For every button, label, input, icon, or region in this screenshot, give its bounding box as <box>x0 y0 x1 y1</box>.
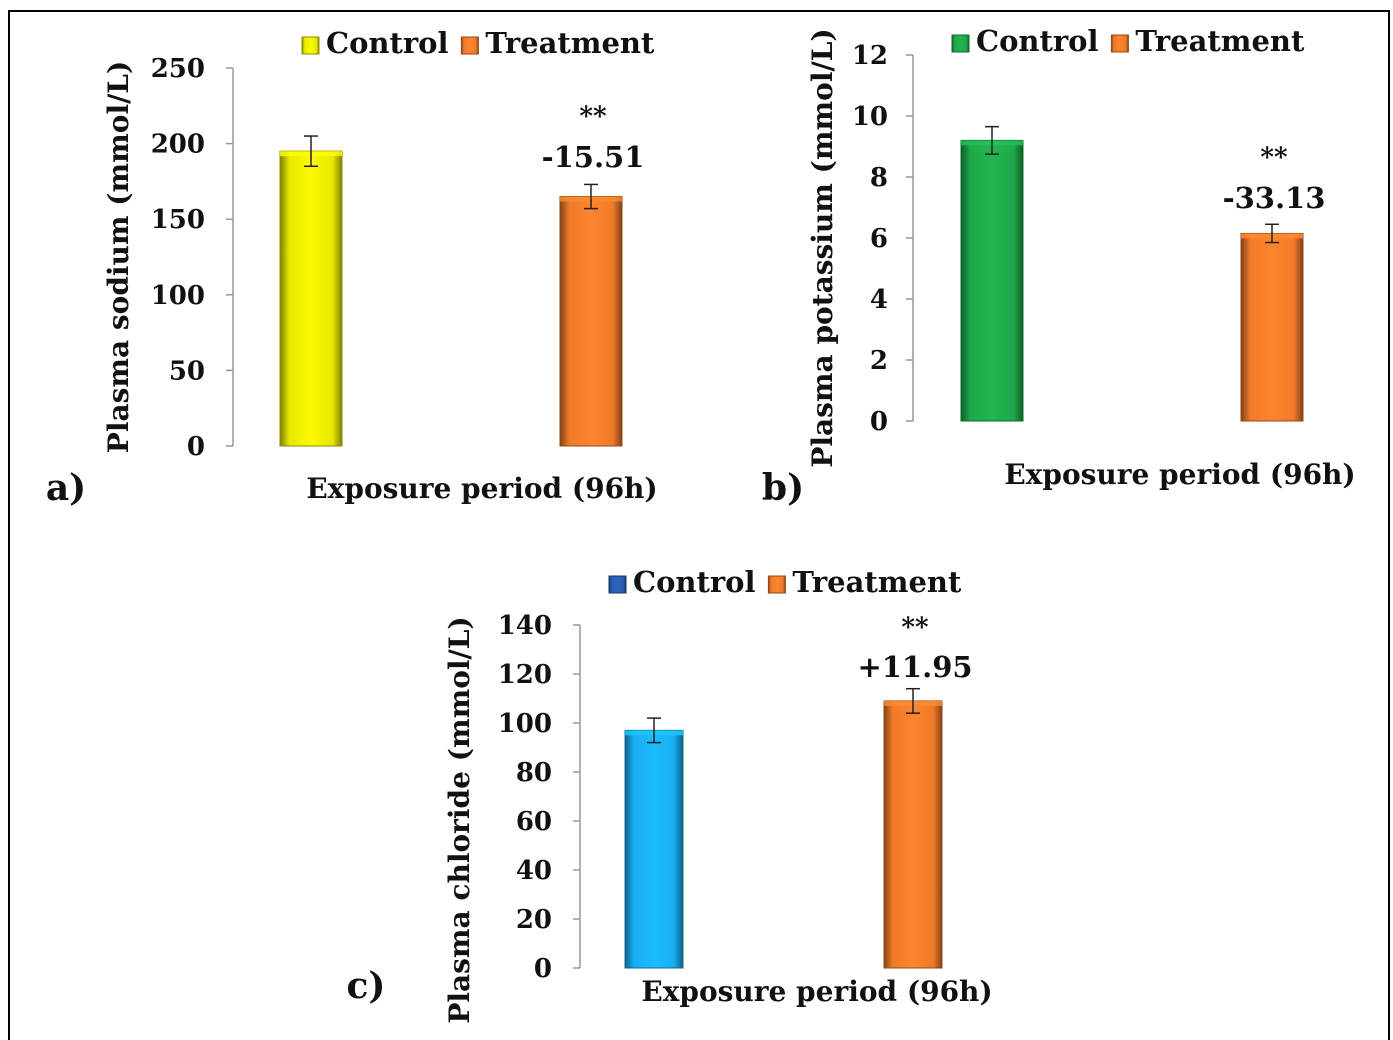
percent-change-label: -33.13 <box>1223 181 1326 215</box>
y-tick-label: 6 <box>870 224 888 254</box>
significance-stars: ** <box>579 102 607 132</box>
y-tick-label: 20 <box>516 905 552 935</box>
percent-change-label: -15.51 <box>542 140 645 174</box>
legend-swatch-treatment <box>460 36 479 55</box>
bar-control <box>960 139 1024 422</box>
legend-label-control: Control <box>633 565 756 599</box>
y-tick-label: 0 <box>870 407 888 437</box>
legend-label-control: Control <box>976 24 1099 58</box>
y-tick-label: 40 <box>516 856 552 886</box>
y-tick-label: 250 <box>151 54 205 84</box>
panel-label: c) <box>347 965 386 1007</box>
percent-change-label: +11.95 <box>857 650 972 684</box>
bar-control <box>624 729 684 969</box>
x-axis-title: Exposure period (96h) <box>306 472 657 505</box>
bar-treatment <box>1240 232 1304 422</box>
y-tick-label: 100 <box>151 281 205 311</box>
y-tick-label: 0 <box>534 954 552 984</box>
legend-swatch-control <box>951 34 970 53</box>
y-tick-label: 60 <box>516 807 552 837</box>
y-tick-label: 2 <box>870 346 888 376</box>
legend-swatch-control <box>608 575 627 594</box>
y-tick-label: 0 <box>187 432 205 462</box>
y-tick-label: 140 <box>498 611 552 641</box>
y-axis-title: Plasma chloride (mmol/L) <box>443 616 476 1023</box>
bar-treatment <box>883 700 943 969</box>
legend-label-treatment: Treatment <box>485 26 655 60</box>
panel-label: b) <box>762 467 804 509</box>
legend-label-treatment: Treatment <box>1135 24 1305 58</box>
y-tick-label: 200 <box>151 130 205 160</box>
x-axis-title: Exposure period (96h) <box>1004 458 1355 491</box>
figure-frame <box>8 10 1390 1040</box>
y-tick-label: 10 <box>852 102 888 132</box>
bar-treatment <box>559 196 623 447</box>
y-tick-label: 120 <box>498 660 552 690</box>
legend-label-treatment: Treatment <box>792 565 962 599</box>
x-axis-title: Exposure period (96h) <box>641 975 992 1008</box>
significance-stars: ** <box>901 613 929 643</box>
y-axis-title: Plasma potassium (mmol/L) <box>806 28 839 467</box>
bar-control <box>279 150 343 447</box>
y-tick-label: 50 <box>169 356 205 386</box>
y-tick-label: 12 <box>852 41 888 71</box>
y-tick-label: 80 <box>516 758 552 788</box>
legend-label-control: Control <box>326 26 449 60</box>
y-tick-label: 150 <box>151 205 205 235</box>
y-axis-title: Plasma sodium (mmol/L) <box>102 61 135 453</box>
significance-stars: ** <box>1260 143 1288 173</box>
legend-swatch-control <box>301 36 320 55</box>
y-tick-label: 4 <box>870 285 888 315</box>
y-tick-label: 8 <box>870 163 888 193</box>
legend-swatch-treatment <box>1110 34 1129 53</box>
panel-label: a) <box>46 467 86 509</box>
legend-swatch-treatment <box>767 575 786 594</box>
y-tick-label: 100 <box>498 709 552 739</box>
